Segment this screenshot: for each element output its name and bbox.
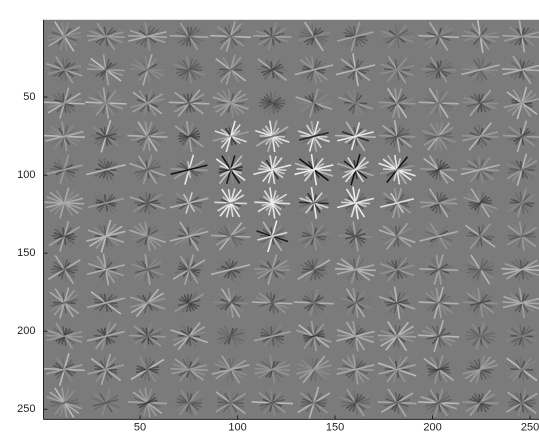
y-tick-label: 200: [17, 325, 35, 337]
chart: 50 100 150 200 250 50 100 150 200 250: [0, 0, 539, 432]
page: {"chart_data": {"type": "image", "xlim":…: [0, 0, 539, 432]
y-tick-label: 150: [17, 247, 35, 259]
y-tick-label: 250: [17, 403, 35, 415]
image-background: [44, 20, 539, 420]
y-tick-label: 50: [23, 91, 35, 103]
x-tick-label: 200: [423, 421, 441, 432]
x-tick-label: 100: [228, 421, 246, 432]
x-tick-label: 50: [134, 421, 146, 432]
y-tick-label: 100: [17, 169, 35, 181]
x-tick-label: 150: [326, 421, 344, 432]
x-tick-label: 250: [521, 421, 539, 432]
hog-image: [44, 20, 539, 420]
